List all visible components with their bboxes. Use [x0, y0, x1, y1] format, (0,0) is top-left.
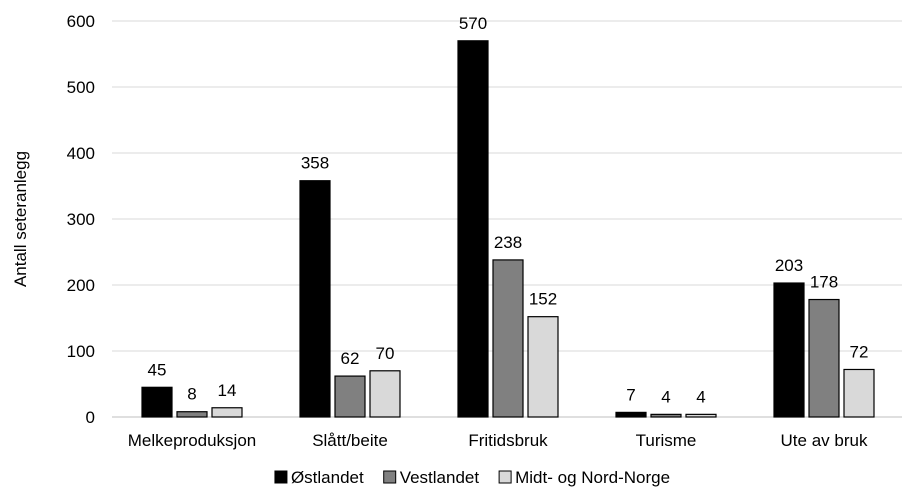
legend-label: Midt- og Nord-Norge	[515, 468, 670, 487]
bar-3-1	[211, 407, 243, 418]
y-tick-label: 600	[67, 12, 95, 31]
bar-1-5	[773, 282, 805, 418]
bars	[141, 40, 875, 418]
data-label: 178	[810, 273, 838, 292]
x-axis-categories: Melkeproduksjon Slått/beite Fritidsbruk Tur…	[128, 431, 868, 450]
x-category-label: Fritidsbruk	[468, 431, 548, 450]
data-label: 72	[850, 342, 869, 361]
legend-label: Østlandet	[291, 468, 364, 487]
y-axis-ticks: 0 100 200 300 400 500 600	[67, 12, 95, 427]
data-label: 14	[218, 381, 237, 400]
bar-1-4	[615, 411, 647, 418]
y-tick-label: 200	[67, 276, 95, 295]
bar-2-1	[176, 411, 208, 418]
data-label: 45	[148, 360, 167, 379]
bar-1-3	[457, 40, 489, 418]
data-label: 4	[696, 387, 705, 406]
bar-3-2	[369, 370, 401, 418]
data-label: 8	[187, 385, 196, 404]
bar-2-4	[650, 413, 682, 418]
legend-swatch-1	[274, 470, 288, 484]
x-category-label: Melkeproduksjon	[128, 431, 257, 450]
y-tick-label: 300	[67, 210, 95, 229]
y-axis-title: Antall seteranlegg	[11, 151, 30, 287]
data-labels: 45 8 14 358 62 70 570 238 152 7 4 4 203 178 72	[148, 14, 869, 407]
bar-1-2	[299, 180, 331, 418]
x-category-label: Slått/beite	[312, 431, 388, 450]
y-tick-label: 500	[67, 78, 95, 97]
bar-1-1	[141, 386, 173, 418]
data-label: 238	[494, 233, 522, 252]
y-tick-label: 0	[86, 408, 95, 427]
legend-label: Vestlandet	[400, 468, 480, 487]
legend-swatch-2	[383, 470, 397, 484]
data-label: 570	[459, 14, 487, 33]
bar-3-5	[843, 368, 875, 418]
bar-2-3	[492, 259, 524, 418]
y-tick-label: 100	[67, 342, 95, 361]
y-tick-label: 400	[67, 144, 95, 163]
data-label: 358	[301, 154, 329, 173]
x-category-label: Turisme	[636, 431, 697, 450]
bar-2-5	[808, 298, 840, 418]
bar-2-2	[334, 375, 366, 418]
x-category-label: Ute av bruk	[781, 431, 868, 450]
legend: Østlandet Vestlandet Midt- og Nord-Norge	[274, 468, 670, 487]
data-label: 7	[626, 385, 635, 404]
data-label: 152	[529, 290, 557, 309]
bar-3-3	[527, 316, 559, 418]
bar-3-4	[685, 413, 717, 418]
data-label: 62	[341, 349, 360, 368]
legend-swatch-3	[498, 470, 512, 484]
data-label: 4	[661, 387, 670, 406]
data-label: 70	[376, 344, 395, 363]
data-label: 203	[775, 256, 803, 275]
